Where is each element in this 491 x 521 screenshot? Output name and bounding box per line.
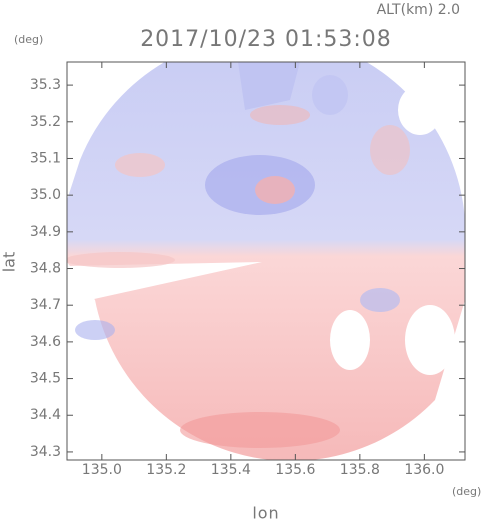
y-tick-label: 34.3 [30, 444, 61, 460]
radar-field [67, 62, 465, 460]
y-tick-label: 34.5 [30, 371, 61, 387]
x-tick-label: 135.4 [211, 462, 251, 478]
y-tick-label: 35.0 [30, 187, 61, 203]
y-unit: (deg) [14, 33, 43, 46]
x-unit: (deg) [452, 485, 481, 498]
y-axis-label: lat [0, 252, 19, 273]
y-tick-label: 34.8 [30, 261, 61, 277]
y-tick-label: 35.1 [30, 150, 61, 166]
chart-title: 2017/10/23 01:53:08 [140, 27, 392, 52]
y-tick-label: 34.6 [30, 334, 61, 350]
plot-frame [66, 61, 466, 461]
x-tick-label: 136.0 [404, 462, 444, 478]
x-axis-label: lon [252, 504, 279, 521]
x-tick-label: 135.8 [340, 462, 380, 478]
y-tick-label: 34.4 [30, 407, 61, 423]
altitude-label: ALT(km) 2.0 [377, 2, 460, 18]
y-tick-label: 35.3 [30, 77, 61, 93]
x-tick-label: 135.6 [275, 462, 315, 478]
y-tick-label: 34.7 [30, 297, 61, 313]
x-tick-label: 135.0 [82, 462, 122, 478]
x-tick-label: 135.2 [146, 462, 186, 478]
y-tick-label: 35.2 [30, 114, 61, 130]
y-tick-label: 34.9 [30, 224, 61, 240]
